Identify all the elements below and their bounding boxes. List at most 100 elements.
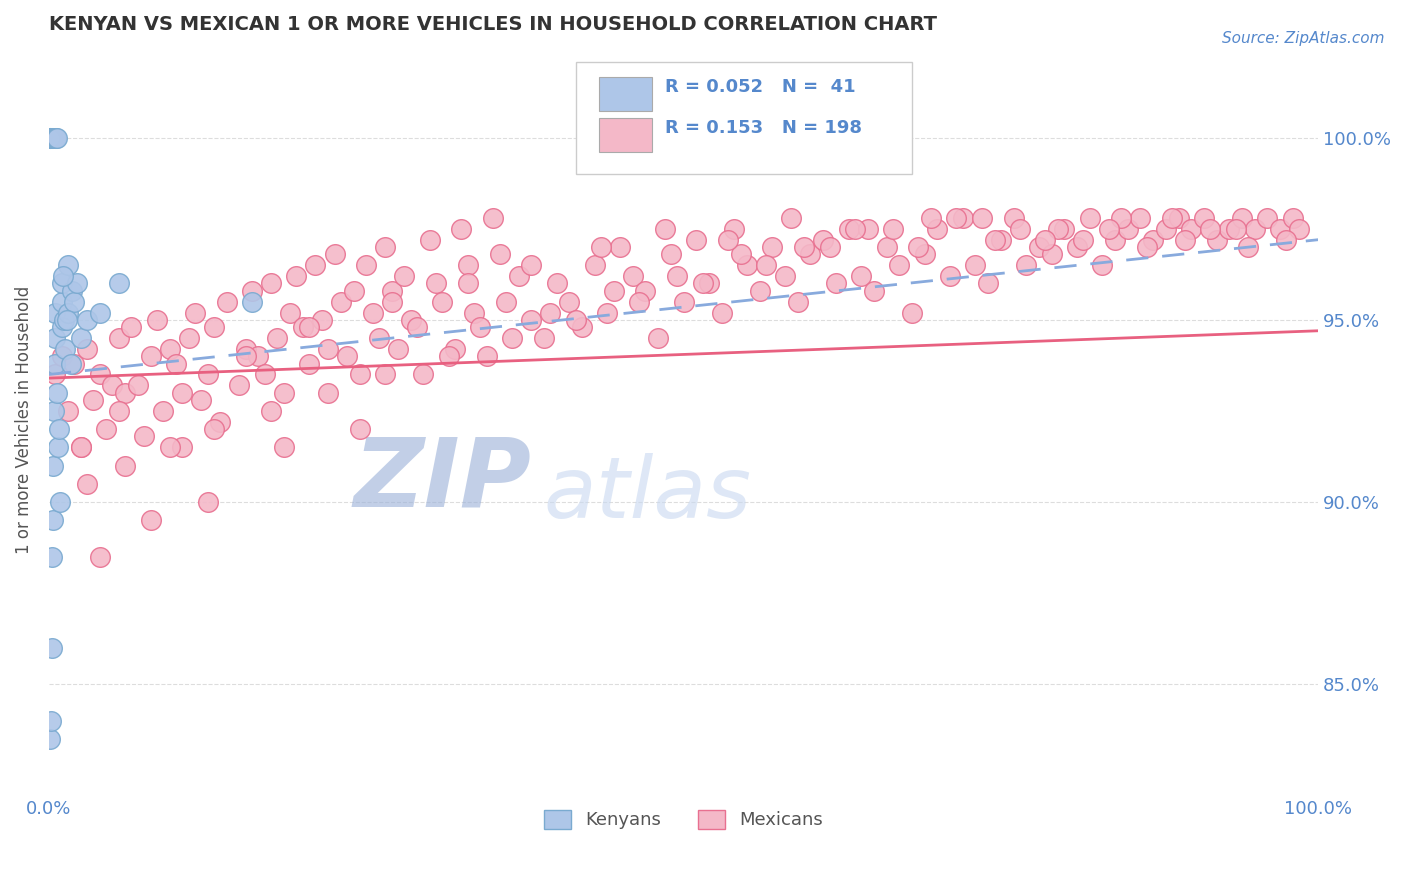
Point	[1199, 221, 1222, 235]
Point	[838, 221, 860, 235]
Point	[1218, 221, 1240, 235]
Point	[851, 269, 873, 284]
Point	[235, 342, 257, 356]
Text: Source: ZipAtlas.com: Source: ZipAtlas.com	[1222, 31, 1385, 46]
Point	[260, 277, 283, 291]
Point	[799, 247, 821, 261]
Point	[44, 305, 66, 319]
Point	[844, 221, 866, 235]
Point	[1243, 221, 1265, 235]
Point	[316, 385, 339, 400]
Point	[59, 357, 82, 371]
Point	[761, 240, 783, 254]
Point	[1154, 221, 1177, 235]
Point	[260, 404, 283, 418]
Point	[1008, 221, 1031, 235]
Point	[172, 440, 194, 454]
Point	[139, 349, 162, 363]
Point	[152, 404, 174, 418]
Point	[1230, 211, 1253, 225]
Point	[76, 342, 98, 356]
Point	[589, 240, 612, 254]
Point	[69, 440, 91, 454]
Point	[533, 331, 555, 345]
Point	[419, 233, 441, 247]
Point	[609, 240, 631, 254]
Point	[46, 440, 69, 454]
Point	[63, 357, 86, 371]
Point	[1053, 221, 1076, 235]
Point	[1046, 221, 1069, 235]
Point	[159, 440, 181, 454]
Point	[495, 294, 517, 309]
Point	[647, 331, 669, 345]
Point	[55, 313, 77, 327]
Point	[748, 284, 770, 298]
Point	[298, 357, 321, 371]
Point	[1111, 211, 1133, 225]
Point	[323, 247, 346, 261]
Point	[1288, 221, 1310, 235]
Point	[1174, 233, 1197, 247]
Point	[488, 247, 510, 261]
Point	[387, 342, 409, 356]
Point	[184, 305, 207, 319]
Point	[41, 549, 63, 564]
Point	[235, 349, 257, 363]
Point	[730, 247, 752, 261]
Point	[202, 320, 225, 334]
Point	[51, 349, 73, 363]
Point	[114, 385, 136, 400]
Point	[253, 368, 276, 382]
Point	[863, 284, 886, 298]
Point	[672, 294, 695, 309]
Point	[450, 221, 472, 235]
Point	[1161, 211, 1184, 225]
Point	[49, 495, 72, 509]
Point	[190, 392, 212, 407]
Point	[42, 458, 65, 473]
Point	[134, 429, 156, 443]
Point	[939, 269, 962, 284]
Point	[336, 349, 359, 363]
Point	[240, 294, 263, 309]
Point	[56, 404, 79, 418]
Point	[583, 258, 606, 272]
Point	[316, 342, 339, 356]
Point	[39, 731, 62, 746]
Point	[107, 404, 129, 418]
Point	[44, 130, 66, 145]
Point	[101, 378, 124, 392]
Point	[945, 211, 967, 225]
Point	[89, 305, 111, 319]
Point	[394, 269, 416, 284]
Point	[159, 342, 181, 356]
Point	[920, 211, 942, 225]
Point	[437, 349, 460, 363]
Point	[717, 233, 740, 247]
Point	[1078, 211, 1101, 225]
Point	[856, 221, 879, 235]
Point	[45, 130, 67, 145]
Point	[38, 130, 60, 145]
Point	[55, 342, 77, 356]
Point	[41, 130, 63, 145]
Point	[311, 313, 333, 327]
Point	[558, 294, 581, 309]
Point	[42, 404, 65, 418]
Point	[165, 357, 187, 371]
FancyBboxPatch shape	[575, 62, 912, 174]
Point	[1028, 240, 1050, 254]
Point	[374, 240, 396, 254]
Point	[1129, 211, 1152, 225]
Point	[1015, 258, 1038, 272]
Point	[564, 313, 586, 327]
Point	[692, 277, 714, 291]
Point	[1040, 247, 1063, 261]
Point	[412, 368, 434, 382]
Point	[463, 305, 485, 319]
Point	[44, 357, 66, 371]
Point	[811, 233, 834, 247]
Point	[381, 284, 404, 298]
Text: ZIP: ZIP	[353, 434, 531, 526]
